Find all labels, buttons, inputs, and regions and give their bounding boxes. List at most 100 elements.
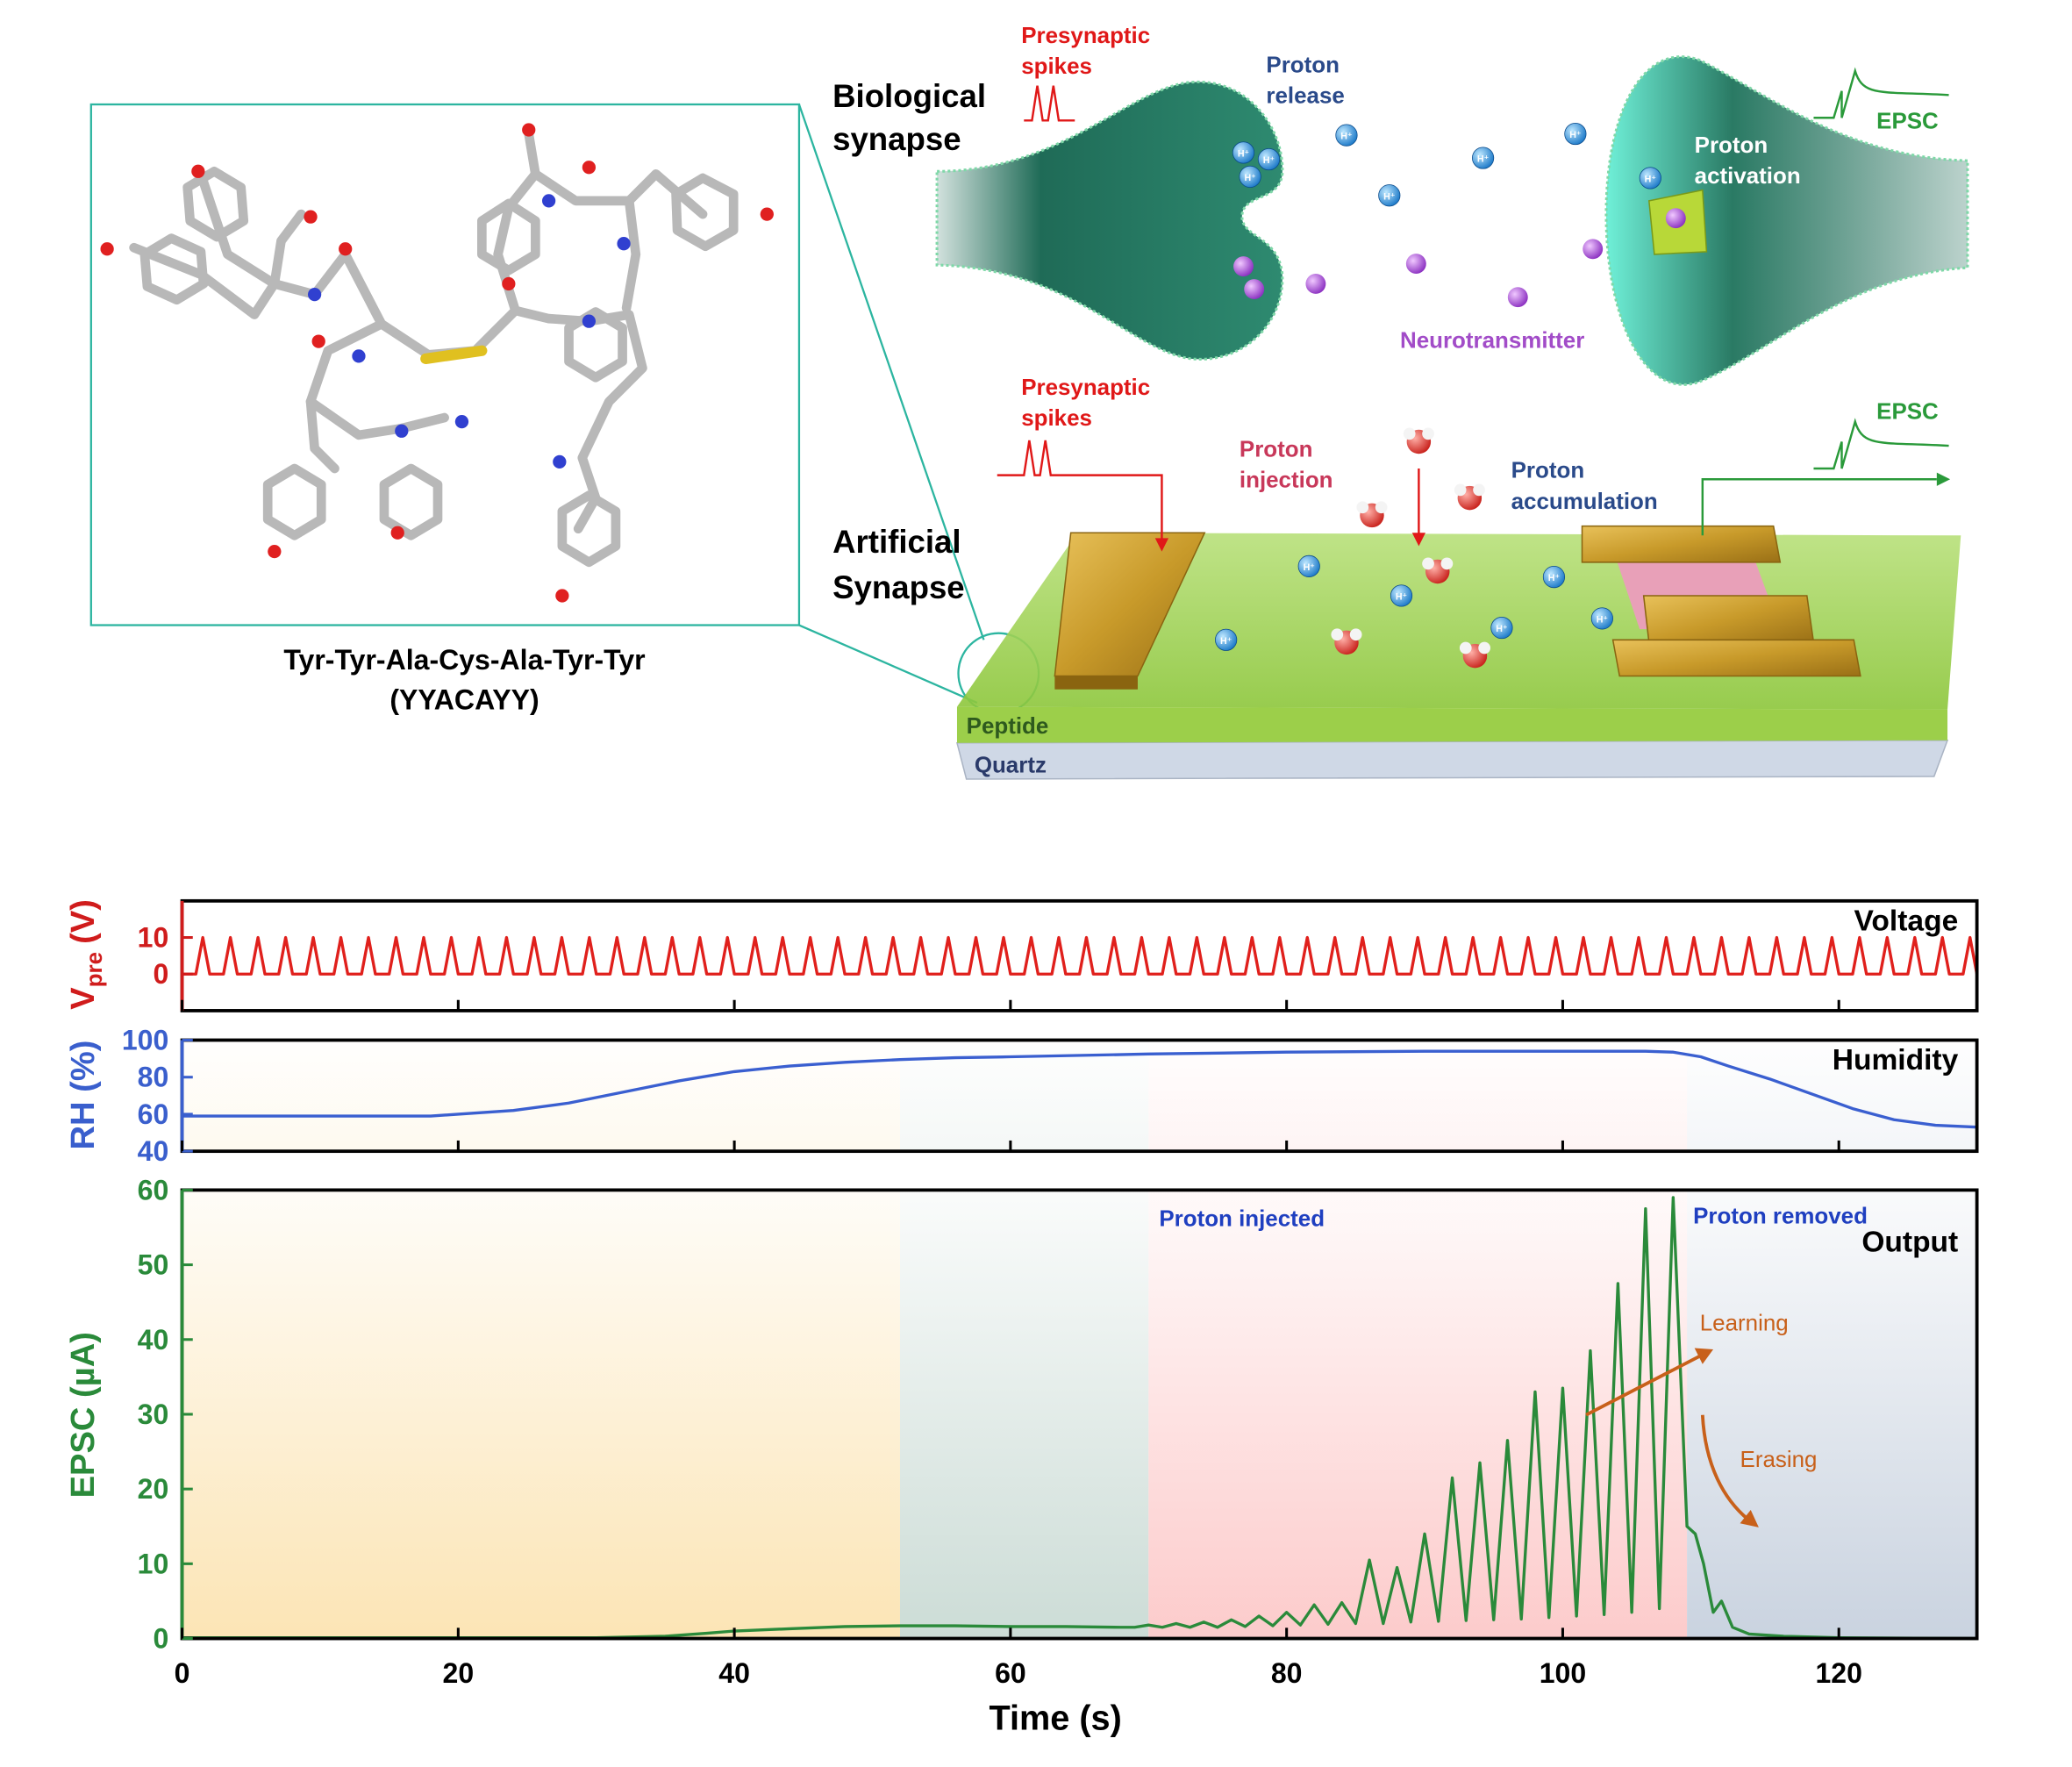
data-line <box>182 935 1979 976</box>
y-tick-label: 60 <box>138 1098 169 1130</box>
y-tick-label: 30 <box>138 1399 169 1430</box>
y-axis-label: EPSC (µA) <box>64 1332 102 1498</box>
annotation: Erasing <box>1740 1448 1818 1472</box>
y-tick-label: 80 <box>138 1062 169 1093</box>
diagram-label: Artificial <box>832 524 961 560</box>
diagram-label: Biological <box>832 78 986 114</box>
y-tick-label: 40 <box>138 1324 169 1356</box>
neurotransmitter-ball <box>1405 254 1426 275</box>
diagram-label: accumulation <box>1511 490 1658 514</box>
diagram-label: Proton <box>1266 53 1340 77</box>
proton: H⁺ <box>1564 122 1587 146</box>
data-line <box>182 1049 1977 1129</box>
annotation: Proton removed <box>1693 1205 1868 1229</box>
x-tick-label: 40 <box>718 1657 750 1689</box>
arrow-head <box>1740 1510 1759 1527</box>
output-line <box>1701 478 1937 536</box>
x-tick-label: 100 <box>1540 1657 1586 1689</box>
y-axis-label: Vpre (V) <box>64 899 107 1010</box>
diagram-label: Peptide <box>967 714 1049 739</box>
region <box>1687 1040 1977 1152</box>
arrow-head <box>1411 533 1425 547</box>
proton: H⁺ <box>1490 616 1513 640</box>
region <box>1148 1190 1688 1639</box>
plot-frame <box>180 898 1979 1012</box>
ion-label: H⁺ <box>1383 191 1395 202</box>
proton: H⁺ <box>1297 554 1320 577</box>
molecule-abbr: (YYACAYY) <box>389 684 539 716</box>
ion-label: H⁺ <box>1340 132 1352 142</box>
ion-label: H⁺ <box>1263 155 1275 166</box>
proton: H⁺ <box>1472 147 1495 169</box>
electrode <box>1054 676 1138 690</box>
diagram-label: release <box>1266 83 1344 108</box>
x-tick-label: 120 <box>1815 1657 1861 1689</box>
panel-title: Humidity <box>1833 1044 1959 1077</box>
proton: H⁺ <box>1257 147 1281 171</box>
diagram-label: spikes <box>1021 54 1092 79</box>
diagram-label: Neurotransmitter <box>1400 329 1584 354</box>
electrode <box>1611 639 1861 677</box>
electrode <box>1581 525 1782 563</box>
learning-arrow <box>1585 1353 1704 1417</box>
proton: H⁺ <box>1390 584 1413 607</box>
diagram-label: spikes <box>1021 406 1092 431</box>
presynaptic-terminal <box>935 80 1284 361</box>
arrow-head <box>1694 1348 1714 1364</box>
ion-label: H⁺ <box>1477 154 1489 165</box>
neurotransmitter-ball <box>1583 239 1604 260</box>
panel-title: Output <box>1861 1227 1958 1259</box>
water-molecule <box>1403 427 1434 454</box>
proton: H⁺ <box>1335 124 1358 147</box>
arrow-head <box>1154 538 1169 552</box>
epsc-glyph <box>1813 67 1949 119</box>
proton: H⁺ <box>1639 167 1661 190</box>
y-tick-label: 10 <box>138 922 169 954</box>
diagram-label: Quartz <box>975 753 1047 777</box>
y-tick-label: 60 <box>138 1174 169 1205</box>
diagram-label: synapse <box>832 121 961 157</box>
ion-label: H⁺ <box>1597 614 1608 625</box>
neurotransmitter-ball <box>1507 287 1528 308</box>
neurotransmitter-ball <box>1233 256 1254 277</box>
proton: H⁺ <box>1590 607 1613 630</box>
ion-label: H⁺ <box>1396 592 1407 603</box>
y-label-main: V <box>64 987 102 1010</box>
proton: H⁺ <box>1232 141 1255 164</box>
y-label-main: RH (%) <box>64 1041 102 1150</box>
water-molecule <box>1422 557 1454 584</box>
ion-label: H⁺ <box>1220 636 1232 647</box>
y-axis-label: RH (%) <box>64 1041 102 1150</box>
postsynaptic-terminal <box>1604 55 1969 386</box>
quartz-layer <box>955 739 1949 780</box>
region <box>1148 1040 1688 1152</box>
spike-glyph <box>1024 85 1075 122</box>
x-tick-label: 80 <box>1271 1657 1303 1689</box>
y-tick-label: 20 <box>138 1473 169 1505</box>
y-tick-label: 50 <box>138 1249 169 1281</box>
diagram-label: EPSC <box>1876 109 1939 133</box>
diagram-label: EPSC <box>1876 400 1939 425</box>
diagram-label: Proton <box>1240 437 1313 461</box>
y-tick-label: 0 <box>153 958 168 990</box>
diagram-label: Proton <box>1511 459 1585 483</box>
proton: H⁺ <box>1215 628 1238 651</box>
x-tick-label: 20 <box>443 1657 475 1689</box>
zoom-line <box>797 104 985 640</box>
y-label-sub: pre <box>82 952 107 987</box>
region <box>182 1040 900 1152</box>
region <box>899 1190 1149 1639</box>
neurotransmitter-ball <box>1305 274 1326 294</box>
neurotransmitter-ball <box>1665 208 1686 229</box>
y-tick-label: 0 <box>153 1623 168 1655</box>
ion-label: H⁺ <box>1569 130 1581 140</box>
ion-label: H⁺ <box>1645 175 1656 185</box>
ion-label: H⁺ <box>1304 562 1315 573</box>
annotation: Learning <box>1700 1312 1789 1336</box>
region <box>182 1190 900 1639</box>
y-label-main: EPSC (µA) <box>64 1332 102 1498</box>
epsc-glyph <box>1813 418 1949 470</box>
data-line <box>182 1196 1977 1641</box>
diagram-label: Presynaptic <box>1021 24 1150 48</box>
